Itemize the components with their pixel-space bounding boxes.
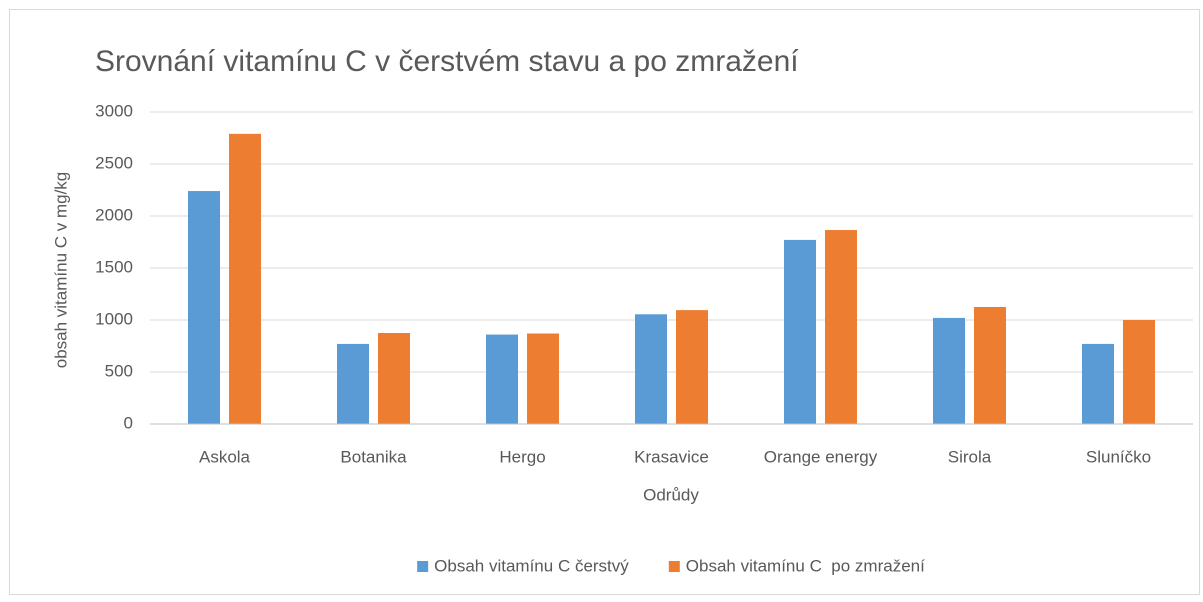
legend-label: Obsah vitamínu C čerstvý [434, 556, 629, 575]
y-tick-label: 3000 [95, 101, 133, 120]
bar [1082, 343, 1114, 424]
y-tick-label: 1000 [95, 309, 133, 328]
legend-swatch [668, 561, 680, 572]
y-axis-label: obsah vitamínu C v mg/kg [51, 172, 70, 369]
x-tick-label: Krasavice [634, 447, 709, 466]
x-axis-label: Odrůdy [643, 485, 699, 504]
bar [676, 310, 708, 424]
legend-label: Obsah vitamínu C po zmražení [686, 556, 925, 575]
bar [635, 314, 667, 424]
bar [527, 333, 559, 424]
x-tick-label: Botanika [340, 447, 407, 466]
bar [486, 334, 518, 424]
bar [229, 133, 261, 424]
y-tick-label: 2500 [95, 153, 133, 172]
bar [784, 239, 816, 424]
bar [1123, 320, 1155, 424]
bar [378, 333, 410, 424]
bar [188, 191, 220, 424]
bar [974, 307, 1006, 424]
chart-title: Srovnání vitamínu C v čerstvém stavu a p… [95, 45, 799, 78]
y-tick-label: 1500 [95, 257, 133, 276]
bar [933, 317, 965, 424]
x-tick-label: Askola [199, 447, 251, 466]
x-tick-label: Orange energy [764, 447, 878, 466]
bar [825, 230, 857, 424]
y-tick-label: 0 [124, 413, 133, 432]
x-tick-label: Sirola [948, 447, 992, 466]
legend-swatch [417, 561, 429, 572]
x-tick-label: Hergo [499, 447, 545, 466]
x-tick-label: Sluníčko [1086, 447, 1151, 466]
y-tick-label: 500 [105, 361, 133, 380]
bar [337, 343, 369, 424]
y-tick-label: 2000 [95, 205, 133, 224]
